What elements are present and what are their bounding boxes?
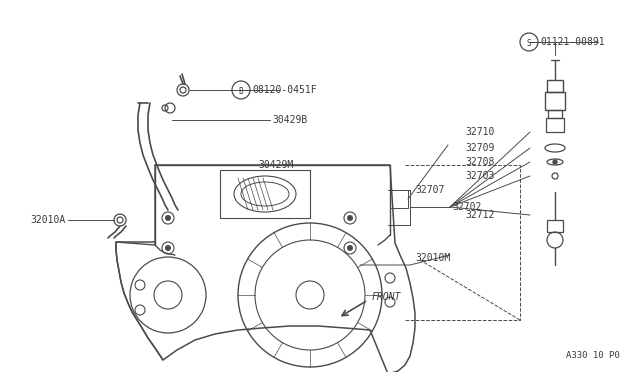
Circle shape [165,215,171,221]
Text: 32010M: 32010M [415,253,451,263]
Circle shape [553,160,557,164]
Text: FRONT: FRONT [372,292,401,302]
Text: 08120-0451F: 08120-0451F [252,85,317,95]
Text: 32703: 32703 [465,171,494,181]
Text: A330 10 P0: A330 10 P0 [566,351,620,360]
Text: 32707: 32707 [415,185,444,195]
Circle shape [347,245,353,251]
Text: 32010A: 32010A [30,215,65,225]
Text: 01121-00891: 01121-00891 [540,37,605,47]
Text: 32709: 32709 [465,143,494,153]
Text: 32702: 32702 [452,202,481,212]
Text: 32710: 32710 [465,127,494,137]
Text: 30429B: 30429B [272,115,307,125]
Text: B: B [239,87,243,96]
Circle shape [347,215,353,221]
Text: 30429M: 30429M [258,160,293,170]
Text: 32712: 32712 [465,210,494,220]
Circle shape [165,245,171,251]
Text: S: S [527,38,531,48]
Text: 32708: 32708 [465,157,494,167]
